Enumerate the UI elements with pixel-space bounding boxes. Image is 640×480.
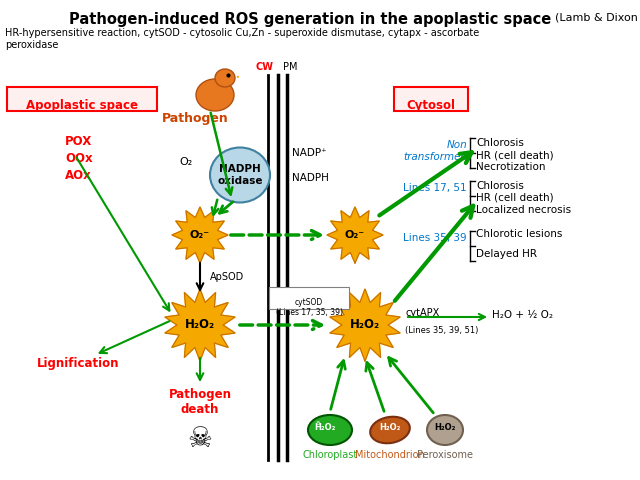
Text: Necrotization: Necrotization [476,162,545,172]
Text: CW: CW [256,62,274,72]
Text: cytSOD
(Lines 17, 35, 39): cytSOD (Lines 17, 35, 39) [275,298,342,317]
Text: O₂⁻: O₂⁻ [345,230,365,240]
Ellipse shape [215,69,235,87]
Text: (Lines 35, 39, 51): (Lines 35, 39, 51) [405,326,478,335]
Text: H₂O₂: H₂O₂ [185,319,215,332]
Text: Peroxisome: Peroxisome [417,450,473,460]
Ellipse shape [196,79,234,111]
Text: ☠: ☠ [188,425,212,453]
Text: Localized necrosis: Localized necrosis [476,205,571,215]
Text: Chlorotic lesions: Chlorotic lesions [476,229,563,239]
Polygon shape [172,207,228,263]
Text: Delayed HR: Delayed HR [476,249,537,259]
Polygon shape [330,289,400,361]
Text: HR-hypersensitive reaction, cytSOD - cytosolic Cu,Zn - superoxide dismutase, cyt: HR-hypersensitive reaction, cytSOD - cyt… [5,28,479,49]
Text: cytAPX: cytAPX [405,308,439,318]
FancyBboxPatch shape [7,87,157,111]
Text: (Lamb & Dixon 1997): (Lamb & Dixon 1997) [555,12,640,22]
Text: H₂O + ½ O₂: H₂O + ½ O₂ [492,310,553,320]
Text: NADPH
oxidase: NADPH oxidase [217,164,263,186]
FancyBboxPatch shape [394,87,468,111]
Text: Mitochondrion: Mitochondrion [355,450,425,460]
Polygon shape [165,289,235,361]
Text: a: a [316,420,320,426]
Ellipse shape [308,415,352,445]
Text: O₂: O₂ [180,157,193,167]
Text: HR (cell death): HR (cell death) [476,150,554,160]
Text: H₂O₂: H₂O₂ [314,423,336,432]
FancyBboxPatch shape [269,287,349,309]
Text: NADPH: NADPH [292,173,329,183]
Text: Pathogen: Pathogen [162,112,228,125]
Text: Non
transformed: Non transformed [403,140,467,162]
Text: H₂O₂: H₂O₂ [350,319,380,332]
Text: PM: PM [283,62,297,72]
Text: Chlorosis: Chlorosis [476,181,524,191]
Text: Lignification: Lignification [36,357,119,370]
Text: ApSOD: ApSOD [210,273,244,283]
Ellipse shape [370,417,410,443]
Text: O₂⁻: O₂⁻ [190,230,210,240]
Text: H₂O₂: H₂O₂ [435,423,456,432]
Text: Lines 35, 39: Lines 35, 39 [403,233,467,243]
Text: H₂O₂: H₂O₂ [380,423,401,432]
Text: POX
OOx
AOx: POX OOx AOx [65,135,93,182]
Text: NADP⁺: NADP⁺ [292,148,326,158]
Text: Chloroplast: Chloroplast [302,450,358,460]
Text: Pathogen-induced ROS generation in the apoplastic space: Pathogen-induced ROS generation in the a… [69,12,551,27]
Text: Cytosol: Cytosol [406,99,456,112]
Ellipse shape [210,147,270,203]
Text: HR (cell death): HR (cell death) [476,193,554,203]
Text: Apoplastic space: Apoplastic space [26,99,138,112]
Ellipse shape [427,415,463,445]
Text: Pathogen
death: Pathogen death [168,388,232,416]
Polygon shape [327,207,383,263]
Text: Chlorosis: Chlorosis [476,138,524,148]
Text: Lines 17, 51: Lines 17, 51 [403,183,467,193]
